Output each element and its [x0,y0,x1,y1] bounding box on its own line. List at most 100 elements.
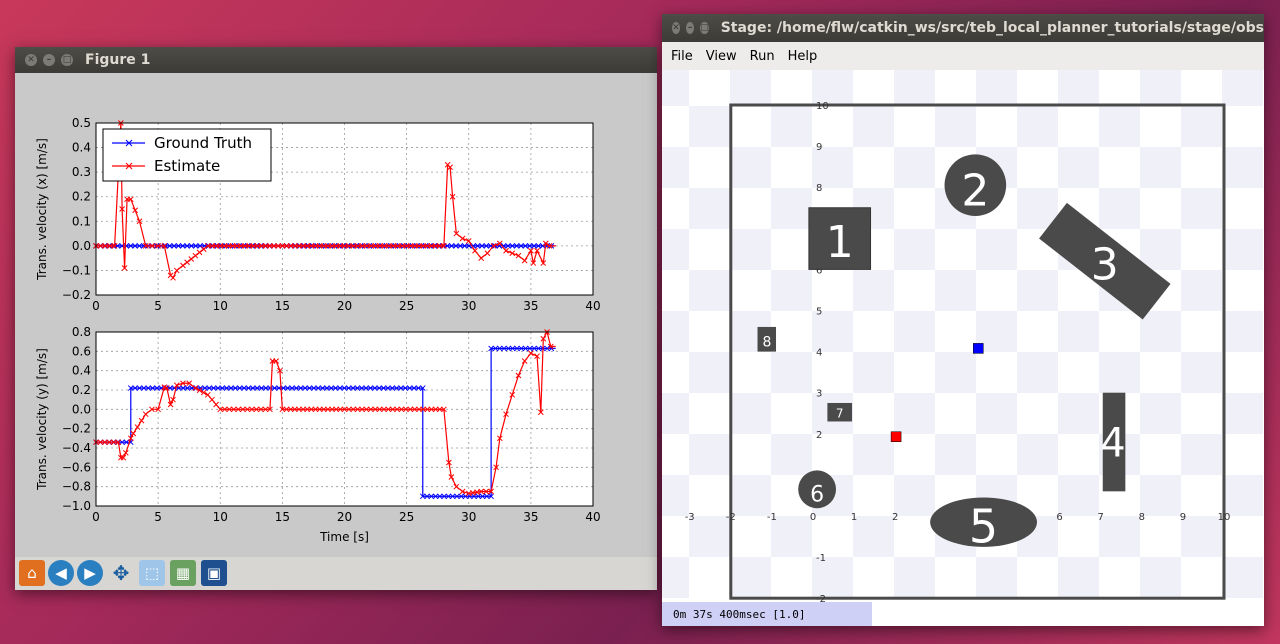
zoom-icon[interactable]: ⬚ [139,560,165,586]
floor-tile [1099,352,1140,393]
data-point-marker [306,385,313,391]
data-point-marker [420,406,427,413]
data-point-marker [267,243,273,249]
data-point-marker [472,247,478,254]
data-point-marker [478,255,485,261]
data-point-marker [141,385,147,391]
data-point-marker [209,243,215,249]
save-icon[interactable]: ▣ [201,560,227,586]
data-point-marker [275,243,282,249]
forward-icon[interactable]: ▶ [77,560,103,586]
data-point-marker [291,243,298,249]
floor-tile [689,106,730,147]
data-point-marker [436,406,443,413]
data-point-marker [138,417,145,424]
menu-run[interactable]: Run [749,48,775,64]
menu-help[interactable]: Help [787,48,818,64]
data-point-marker [145,385,152,391]
data-point-marker [217,243,224,249]
data-point-marker [262,406,269,413]
floor-tile [1222,393,1263,434]
y-tick-label: 0.4 [72,141,91,155]
floor-tile [1140,147,1181,188]
x-tick-label: 30 [461,510,476,524]
data-point-marker [470,243,477,249]
data-point-marker [291,406,298,413]
x-axis-tick: 9 [1180,512,1186,523]
floor-tile [1140,393,1181,434]
pan-icon[interactable]: ✥ [112,561,130,585]
data-point-marker [221,406,228,413]
x-axis-tick: 2 [892,512,898,523]
floor-tile [976,70,1017,106]
data-point-marker [204,391,211,398]
data-point-marker [127,196,134,203]
minimize-icon[interactable]: – [686,22,695,34]
back-icon[interactable]: ◀ [48,560,74,586]
menu-view[interactable]: View [705,48,737,64]
close-icon[interactable]: ✕ [25,54,37,66]
floor-tile [662,147,689,188]
data-point-marker [273,358,280,364]
data-point-marker [316,406,323,413]
home-icon[interactable]: ⌂ [19,560,45,586]
y-tick-label: −0.6 [62,460,91,474]
data-point-marker [441,406,447,413]
data-point-marker [175,243,182,249]
obstacle-5 [930,497,1037,547]
data-point-marker [496,435,503,442]
menu-file[interactable]: File [671,48,693,64]
legend: Ground Truth Estimate [102,128,272,182]
x-tick-label: 35 [523,299,538,313]
x-tick-label: 35 [523,510,538,524]
data-point-marker [283,406,290,413]
data-point-marker [459,235,466,242]
floor-tile [1058,311,1099,352]
floor-tile [1017,106,1058,147]
data-point-marker [179,243,186,249]
data-point-marker [328,385,335,391]
data-point-marker [449,493,456,500]
data-point-marker [509,243,516,249]
robot-red [890,431,902,442]
data-point-marker [453,243,459,249]
close-icon[interactable]: ✕ [672,22,681,34]
data-point-marker [350,243,357,249]
floor-tile [1222,229,1263,270]
floor-tile [976,557,1017,598]
data-point-marker [496,240,503,247]
data-point-marker [142,411,149,418]
data-point-marker [200,246,207,252]
data-point-marker [312,243,319,249]
data-point-marker [416,406,422,413]
data-point-marker [188,256,195,262]
subplots-icon[interactable]: ▦ [170,560,196,586]
maximize-icon[interactable]: □ [61,54,73,66]
y-tick-label: 0.0 [72,239,91,253]
figure-titlebar[interactable]: ✕ – □ Figure 1 [15,47,657,73]
data-point-marker [184,385,191,391]
data-point-marker [235,406,242,413]
data-point-marker [483,243,490,249]
data-point-marker [354,243,361,249]
floor-tile [1222,147,1263,188]
data-point-marker [528,247,534,254]
x-axis-tick: 8 [1139,512,1145,523]
x-axis-tick: 10 [1218,512,1231,523]
obstacle-label: 1 [826,217,854,268]
data-point-marker [368,243,374,249]
data-point-marker [263,385,269,391]
minimize-icon[interactable]: – [43,54,55,66]
stage-canvas[interactable]: -3-2-101234567891010987654321-1-21234567… [662,70,1264,602]
data-point-marker [107,243,113,249]
floor-tile [1058,557,1099,598]
stage-titlebar[interactable]: ✕ – □ Stage: /home/flw/catkin_ws/src/teb… [662,14,1264,42]
data-point-marker [448,474,455,480]
y-tick-label: 0.3 [72,165,91,179]
data-point-marker [540,335,547,342]
floor-tile [1017,188,1058,229]
floor-tile [853,352,894,393]
data-point-marker [449,193,456,200]
maximize-icon[interactable]: □ [700,22,709,34]
floor-tile [771,352,812,393]
